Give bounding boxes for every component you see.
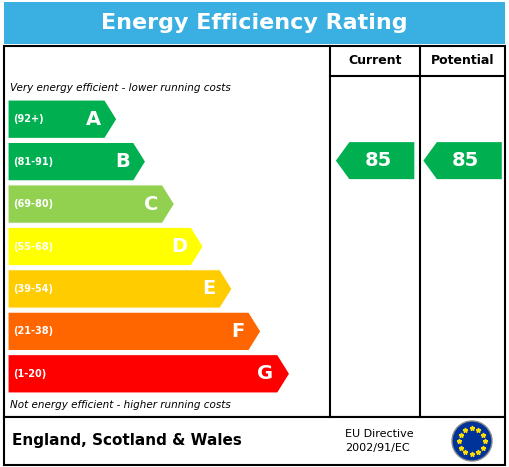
Text: (21-38): (21-38) (13, 326, 53, 336)
Text: C: C (144, 195, 158, 213)
Text: (39-54): (39-54) (13, 284, 53, 294)
Text: G: G (258, 364, 274, 383)
Text: F: F (232, 322, 245, 341)
Text: Potential: Potential (431, 55, 494, 68)
Bar (4, 2, 505, 44)
Text: Not energy efficient - higher running costs: Not energy efficient - higher running co… (10, 400, 231, 410)
Polygon shape (8, 270, 232, 308)
Text: 85: 85 (452, 151, 479, 170)
Polygon shape (8, 142, 146, 181)
Polygon shape (8, 227, 203, 266)
Text: Energy Efficiency Rating: Energy Efficiency Rating (101, 13, 408, 33)
Text: (69-80): (69-80) (13, 199, 53, 209)
Polygon shape (8, 312, 261, 351)
Text: (55-68): (55-68) (13, 241, 53, 252)
Text: England, Scotland & Wales: England, Scotland & Wales (12, 433, 242, 448)
Text: Very energy efficient - lower running costs: Very energy efficient - lower running co… (10, 83, 231, 93)
Bar (4, 46, 505, 417)
Text: 85: 85 (364, 151, 391, 170)
Text: Current: Current (348, 55, 402, 68)
Bar (4, 417, 505, 465)
Text: EU Directive: EU Directive (345, 429, 414, 439)
Text: D: D (171, 237, 187, 256)
Circle shape (452, 421, 492, 461)
Polygon shape (8, 100, 117, 138)
Polygon shape (422, 142, 502, 180)
Polygon shape (8, 185, 175, 223)
Text: E: E (203, 279, 216, 298)
Text: 2002/91/EC: 2002/91/EC (345, 443, 410, 453)
Text: (1-20): (1-20) (13, 369, 46, 379)
Text: B: B (115, 152, 130, 171)
Polygon shape (335, 142, 415, 180)
Text: A: A (86, 110, 101, 129)
Text: (81-91): (81-91) (13, 156, 53, 167)
Text: (92+): (92+) (13, 114, 44, 124)
Polygon shape (8, 354, 290, 393)
